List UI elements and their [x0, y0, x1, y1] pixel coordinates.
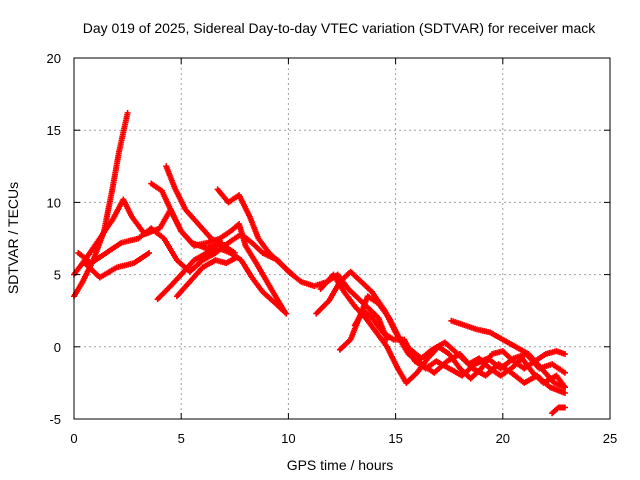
plot-frame — [73, 57, 611, 420]
series-track-7 — [214, 186, 296, 278]
series-track-12 — [336, 293, 568, 391]
x-tick-label: 15 — [388, 431, 402, 446]
y-tick-label: 15 — [47, 123, 61, 138]
series-markers — [173, 254, 240, 300]
chart-title: Day 019 of 2025, Sidereal Day-to-day VTE… — [83, 20, 596, 36]
x-tick-label: 0 — [70, 431, 77, 446]
series-track-15 — [549, 404, 568, 417]
x-tick-label: 25 — [603, 431, 617, 446]
series-track-6 — [163, 163, 238, 256]
x-axis-title: GPS time / hours — [287, 457, 394, 473]
series-track-11 — [317, 271, 568, 386]
data-layer — [71, 109, 568, 417]
series-markers — [317, 271, 568, 386]
x-tick-label: 5 — [178, 431, 185, 446]
series-markers — [448, 317, 568, 391]
series-track-9 — [173, 254, 240, 300]
x-tick-label: 20 — [496, 431, 510, 446]
y-tick-label: -5 — [49, 412, 61, 427]
y-tick-label: 10 — [47, 195, 61, 210]
series-markers — [214, 186, 296, 278]
series-track-4 — [81, 249, 153, 281]
series-track-14 — [448, 317, 568, 391]
y-tick-label: 5 — [54, 268, 61, 283]
series-markers — [75, 225, 391, 343]
series-markers — [81, 249, 153, 281]
series-markers — [549, 404, 568, 417]
series-markers — [336, 293, 568, 391]
series-markers — [148, 180, 225, 252]
y-axis-title: SDTVAR / TECUs — [5, 182, 21, 294]
series-markers — [163, 163, 238, 256]
axis-ticks: 0 5 10 15 20 25 -5 0 5 10 15 20 — [47, 51, 618, 446]
y-tick-label: 0 — [54, 340, 61, 355]
y-tick-label: 20 — [47, 51, 61, 66]
x-tick-label: 10 — [281, 431, 295, 446]
series-track-3 — [75, 225, 391, 343]
series-track-5 — [148, 180, 225, 252]
